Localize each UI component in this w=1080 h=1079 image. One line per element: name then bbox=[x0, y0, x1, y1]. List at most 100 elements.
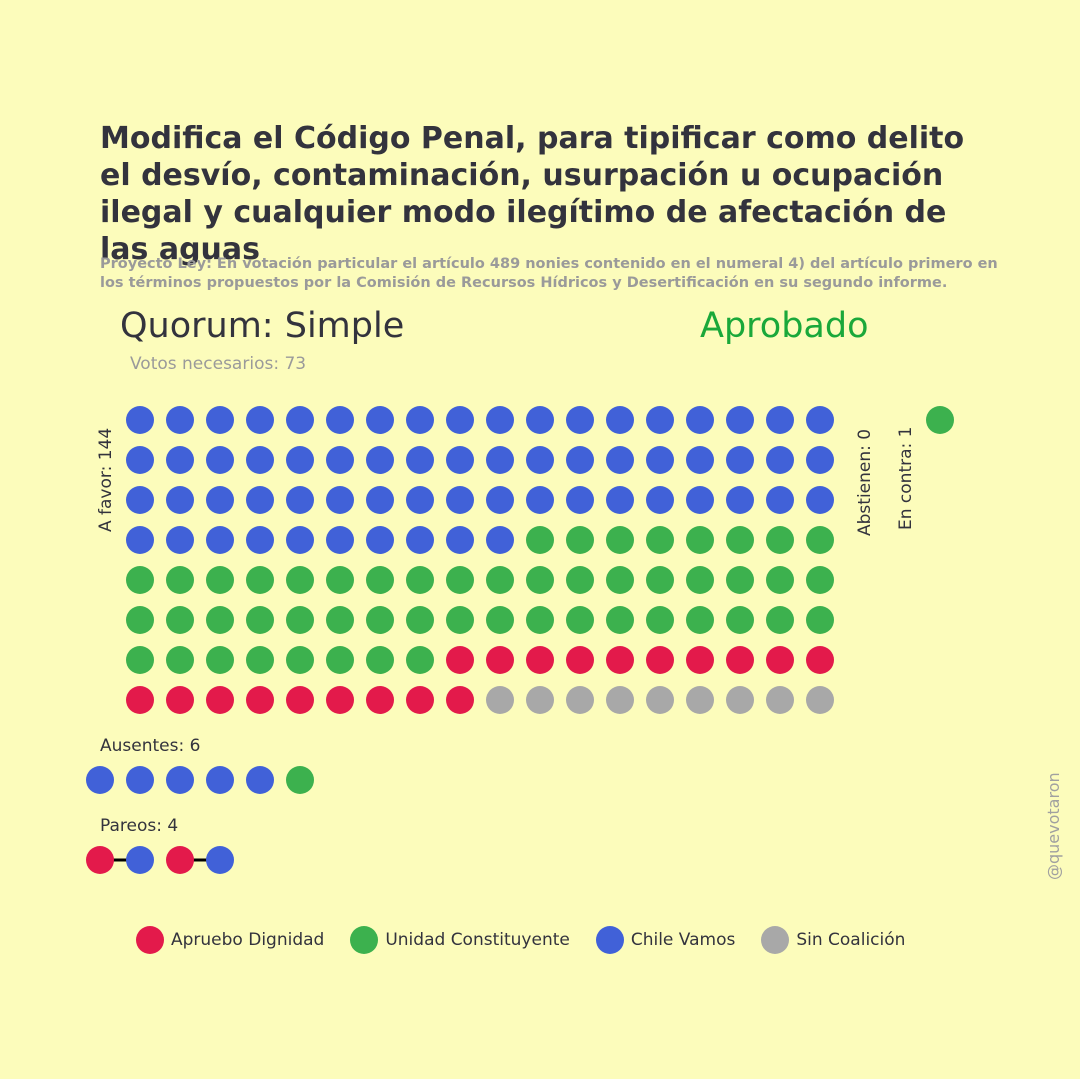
vote-dot-a-favor bbox=[366, 526, 394, 554]
vote-dot-a-favor bbox=[406, 486, 434, 514]
vote-dot-a-favor bbox=[286, 486, 314, 514]
votes-needed-label: Votos necesarios: 73 bbox=[130, 354, 307, 374]
vote-dot-a-favor bbox=[766, 446, 794, 474]
vote-dot-a-favor bbox=[646, 566, 674, 594]
vote-dot-a-favor bbox=[726, 406, 754, 434]
legend-item-apruebo-dignidad: Apruebo Dignidad bbox=[136, 926, 324, 954]
vote-dot-a-favor bbox=[446, 446, 474, 474]
vote-dot-a-favor bbox=[526, 646, 554, 674]
vote-dot-a-favor bbox=[486, 566, 514, 594]
vote-dot-a-favor bbox=[446, 526, 474, 554]
vote-dot-a-favor bbox=[246, 646, 274, 674]
vote-dot-a-favor bbox=[766, 606, 794, 634]
group-label-ausentes: Ausentes: 6 bbox=[100, 736, 201, 756]
vote-dot-a-favor bbox=[246, 686, 274, 714]
vote-dot-a-favor bbox=[726, 646, 754, 674]
vote-dot-a-favor bbox=[366, 486, 394, 514]
vote-dot-a-favor bbox=[286, 686, 314, 714]
vote-dot-pareo bbox=[206, 846, 234, 874]
vote-dot-a-favor bbox=[766, 486, 794, 514]
vote-dot-a-favor bbox=[286, 406, 314, 434]
vote-dot-a-favor bbox=[526, 406, 554, 434]
vote-dot-a-favor bbox=[566, 686, 594, 714]
vote-dot-a-favor bbox=[526, 486, 554, 514]
vote-dot-a-favor bbox=[366, 446, 394, 474]
vote-dot-a-favor bbox=[326, 646, 354, 674]
vote-dot-a-favor bbox=[806, 486, 834, 514]
vote-dot-ausente bbox=[206, 766, 234, 794]
vote-dot-a-favor bbox=[326, 486, 354, 514]
vote-dot-a-favor bbox=[566, 606, 594, 634]
vote-dot-a-favor bbox=[246, 406, 274, 434]
vote-dot-a-favor bbox=[166, 686, 194, 714]
vote-dot-pareo bbox=[166, 846, 194, 874]
vote-dot-a-favor bbox=[766, 526, 794, 554]
vote-dot-a-favor bbox=[446, 686, 474, 714]
vote-dot-a-favor bbox=[326, 526, 354, 554]
vote-dot-a-favor bbox=[566, 646, 594, 674]
vote-dot-a-favor bbox=[566, 406, 594, 434]
vote-dot-a-favor bbox=[246, 446, 274, 474]
vote-dot-a-favor bbox=[806, 646, 834, 674]
vote-dot-a-favor bbox=[526, 566, 554, 594]
vote-dot-a-favor bbox=[406, 646, 434, 674]
vote-dot-a-favor bbox=[686, 646, 714, 674]
vote-dot-a-favor bbox=[326, 406, 354, 434]
vote-dot-a-favor bbox=[446, 566, 474, 594]
vote-dot-a-favor bbox=[166, 606, 194, 634]
quorum-label: Quorum: Simple bbox=[120, 306, 405, 346]
vote-dot-a-favor bbox=[406, 446, 434, 474]
vote-dot-a-favor bbox=[486, 486, 514, 514]
vote-dot-a-favor bbox=[126, 606, 154, 634]
vote-dot-pareo bbox=[126, 846, 154, 874]
vote-dot-a-favor bbox=[806, 446, 834, 474]
vote-dot-a-favor bbox=[646, 486, 674, 514]
vote-dot-a-favor bbox=[446, 646, 474, 674]
chart-title: Modifica el Código Penal, para tipificar… bbox=[100, 121, 965, 267]
vote-dot-a-favor bbox=[606, 406, 634, 434]
vote-dot-a-favor bbox=[606, 526, 634, 554]
group-label-pareos: Pareos: 4 bbox=[100, 816, 179, 836]
vote-dot-a-favor bbox=[366, 566, 394, 594]
vote-dot-a-favor bbox=[326, 446, 354, 474]
vote-dot-a-favor bbox=[726, 686, 754, 714]
vote-dot-a-favor bbox=[606, 606, 634, 634]
vote-dot-a-favor bbox=[246, 526, 274, 554]
vote-dot-a-favor bbox=[286, 606, 314, 634]
legend-swatch bbox=[761, 926, 790, 954]
vote-dot-a-favor bbox=[646, 686, 674, 714]
vote-dot-a-favor bbox=[286, 566, 314, 594]
vote-dot-a-favor bbox=[126, 526, 154, 554]
vote-dot-a-favor bbox=[166, 486, 194, 514]
vote-dot-a-favor bbox=[526, 446, 554, 474]
vote-dot-a-favor bbox=[566, 486, 594, 514]
legend-item-unidad-constituyente: Unidad Constituyente bbox=[350, 926, 570, 954]
vote-dot-a-favor bbox=[166, 526, 194, 554]
vote-dot-a-favor bbox=[486, 406, 514, 434]
vote-dot-a-favor bbox=[326, 686, 354, 714]
vote-dot-a-favor bbox=[686, 486, 714, 514]
vote-dot-a-favor bbox=[206, 566, 234, 594]
legend-item-chile-vamos: Chile Vamos bbox=[595, 926, 735, 954]
vote-dot-a-favor bbox=[566, 446, 594, 474]
vote-dot-a-favor bbox=[526, 686, 554, 714]
vote-dot-a-favor bbox=[806, 566, 834, 594]
vote-dot-a-favor bbox=[486, 686, 514, 714]
vote-dot-a-favor bbox=[726, 566, 754, 594]
vote-dot-a-favor bbox=[726, 606, 754, 634]
vote-dot-a-favor bbox=[126, 686, 154, 714]
vote-dot-a-favor bbox=[126, 486, 154, 514]
vote-dot-a-favor bbox=[646, 646, 674, 674]
vote-dot-a-favor bbox=[686, 566, 714, 594]
vote-dot-a-favor bbox=[246, 606, 274, 634]
vote-dot-a-favor bbox=[126, 406, 154, 434]
vote-dot-a-favor bbox=[206, 446, 234, 474]
vote-dot-a-favor bbox=[206, 526, 234, 554]
vote-dot-a-favor bbox=[606, 566, 634, 594]
vote-dot-a-favor bbox=[206, 686, 234, 714]
vote-dot-a-favor bbox=[486, 526, 514, 554]
vote-dot-a-favor bbox=[566, 526, 594, 554]
vote-dot-a-favor bbox=[286, 526, 314, 554]
legend-swatch bbox=[350, 926, 379, 954]
legend: Apruebo Dignidad Unidad Constituyente Ch… bbox=[136, 926, 905, 954]
